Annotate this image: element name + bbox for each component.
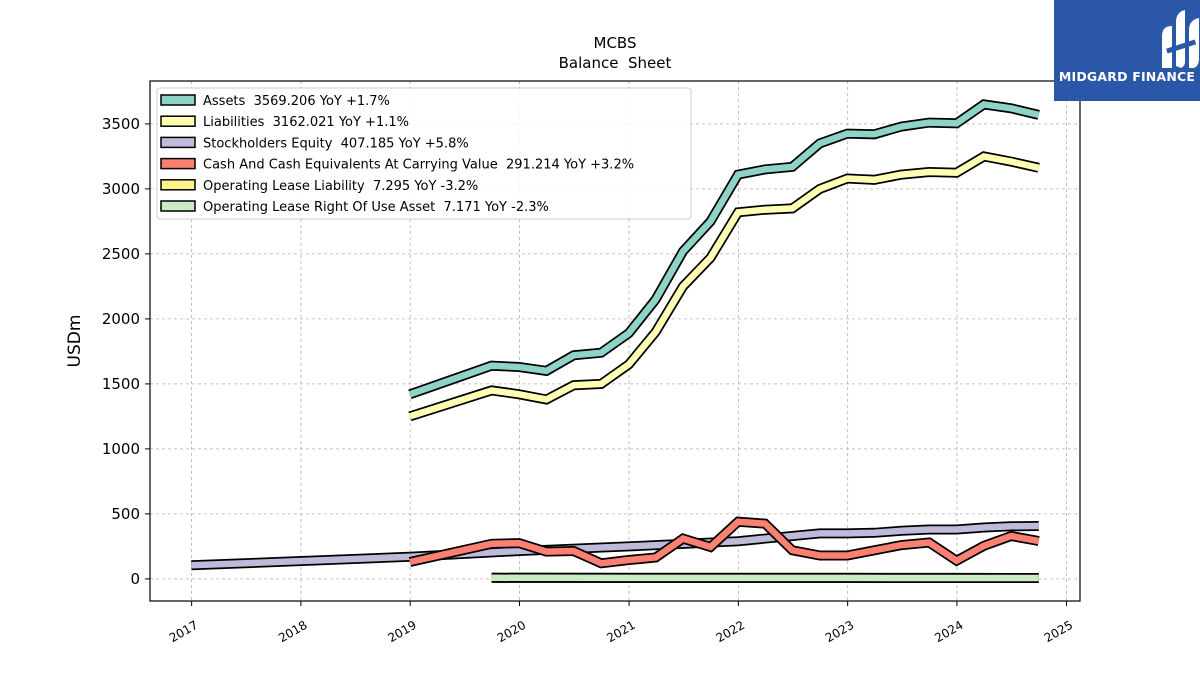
legend-entry: Liabilities 3162.021 YoY +1.1% <box>203 115 409 130</box>
x-tick-label: 2021 <box>604 618 637 645</box>
x-tick-label: 2023 <box>823 618 856 645</box>
brand-logo: MIDGARD FINANCE <box>1054 0 1200 101</box>
series-assets <box>408 99 1040 400</box>
legend-box <box>156 87 692 220</box>
legend-entry: Operating Lease Right Of Use Asset 7.171… <box>203 200 549 215</box>
y-tick-label: 2500 <box>102 245 140 263</box>
y-tick-label: 1000 <box>102 440 140 458</box>
legend-entry: Operating Lease Liability 7.295 YoY -3.2… <box>203 179 478 194</box>
brand-name: MIDGARD FINANCE <box>1058 69 1196 84</box>
legend-swatch <box>160 179 196 191</box>
series-liabilities <box>408 151 1040 422</box>
y-axis-label: USDm <box>65 315 85 368</box>
chart-subtitle: Balance Sheet <box>559 54 672 72</box>
x-tick-label: 2024 <box>932 618 965 645</box>
legend-swatch <box>160 115 196 127</box>
legend-swatch <box>160 200 196 212</box>
legend-swatch <box>160 157 196 170</box>
x-tick-label: 2020 <box>495 618 528 645</box>
y-tick-label: 3000 <box>102 180 140 198</box>
legend-entry: Stockholders Equity 407.185 YoY +5.8% <box>203 136 469 151</box>
y-tick-label: 500 <box>111 505 140 523</box>
series-line <box>409 518 1040 567</box>
x-tick-label: 2018 <box>276 618 309 645</box>
legend: Assets 3569.206 YoY +1.7% Liabilities 316… <box>156 87 692 220</box>
series-cash-and-cash-equivalents-at-carrying-value <box>408 516 1040 569</box>
legend-swatch <box>160 94 196 106</box>
series-lines <box>191 99 1040 583</box>
legend-swatch <box>160 136 196 149</box>
plot-frame <box>149 80 1081 602</box>
x-tick-label: 2019 <box>385 618 418 645</box>
brand-mark-icon <box>1162 10 1199 68</box>
legend-entry: Cash And Cash Equivalents At Carrying Va… <box>203 158 634 173</box>
legend-entry: Assets 3569.206 YoY +1.7% <box>203 94 390 109</box>
x-tick-label: 2022 <box>714 618 747 645</box>
series-line <box>408 101 1040 398</box>
y-tick-label: 3500 <box>102 115 140 133</box>
x-tick-label: 2025 <box>1042 618 1075 645</box>
x-tick-label: 2017 <box>167 618 200 645</box>
y-tick-label: 0 <box>130 570 140 588</box>
y-tick-label: 2000 <box>102 310 140 328</box>
y-tick-label: 1500 <box>102 375 140 393</box>
series-line <box>408 152 1040 420</box>
chart-title: MCBS <box>594 34 637 52</box>
